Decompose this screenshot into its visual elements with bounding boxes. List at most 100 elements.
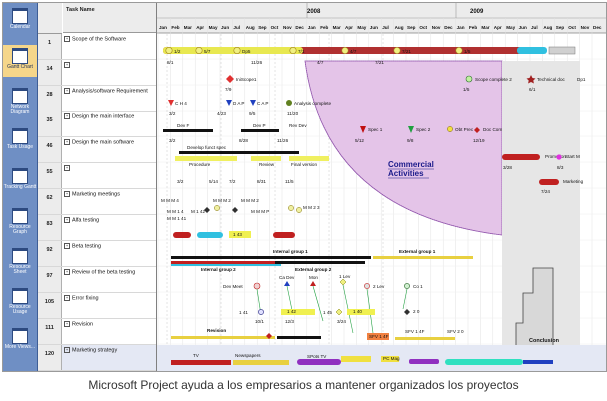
row-id-cell[interactable]: 28: [38, 86, 62, 111]
table-row[interactable]: 83 + Alfa testing: [38, 215, 156, 241]
ms-project-window: Calendar Gantt Chart Network Diagram Task U…: [2, 2, 607, 372]
row-id-cell[interactable]: 97: [38, 267, 62, 292]
table-row[interactable]: 97 + Review of the beta testing: [38, 267, 156, 293]
expand-icon[interactable]: +: [64, 113, 70, 119]
month-label: May: [209, 25, 218, 30]
milestone-label: M M M 2: [241, 198, 259, 203]
expand-icon[interactable]: +: [64, 62, 70, 68]
milestone-label: Analysis complete: [294, 101, 331, 106]
task-label: SFV 1 4F: [405, 329, 425, 334]
date-label: 8/1: [167, 60, 174, 65]
month-label: Sep: [407, 25, 416, 30]
month-label: Jan: [308, 25, 316, 30]
row-id-cell[interactable]: 62: [38, 189, 62, 214]
expand-icon[interactable]: +: [64, 347, 70, 353]
task-name-cell[interactable]: + Revision: [64, 321, 156, 327]
milestone-label: Technical doc: [537, 77, 566, 82]
row-id-cell[interactable]: 55: [38, 163, 62, 188]
task-name-cell[interactable]: + Review of the beta testing: [64, 269, 156, 275]
expand-icon[interactable]: +: [64, 269, 70, 275]
task-label: 1 42: [287, 309, 296, 314]
table-row[interactable]: 35 + Design the main interface: [38, 111, 156, 137]
expand-icon[interactable]: +: [64, 88, 70, 94]
expand-icon[interactable]: +: [64, 243, 70, 249]
task-label: SFV 2 0: [447, 329, 464, 334]
view-network-diagram[interactable]: Network Diagram: [3, 85, 37, 117]
table-row[interactable]: 105 + Error fixing: [38, 293, 156, 319]
task-name-text: Error fixing: [72, 295, 99, 302]
table-row[interactable]: 111 + Revision: [38, 319, 156, 345]
task-name-column-header[interactable]: Task Name: [63, 3, 156, 33]
row-id-cell[interactable]: 120: [38, 345, 62, 370]
conclusion-label: Conclusion: [529, 338, 560, 344]
task-name-cell[interactable]: + Marketing strategy: [64, 347, 156, 353]
table-row[interactable]: 92 + Beta testing: [38, 241, 156, 267]
task-name-cell[interactable]: +: [64, 165, 156, 171]
month-label: Oct: [419, 25, 427, 30]
expand-icon[interactable]: +: [64, 217, 70, 223]
row-id-cell[interactable]: 92: [38, 241, 62, 266]
summary-bar: [548, 46, 576, 55]
expand-icon[interactable]: +: [64, 295, 70, 301]
view-label: More Views...: [4, 344, 36, 350]
table-row[interactable]: 62 + Marketing meetings: [38, 189, 156, 215]
table-row[interactable]: 28 + Analysis/software Requirement: [38, 86, 156, 112]
gantt-chart[interactable]: 2008 2009 Jan Feb Mar Apr May Jun Jul Aug Sep Oct No…: [157, 3, 606, 371]
expand-icon[interactable]: +: [64, 191, 70, 197]
year-label: 2009: [470, 9, 484, 15]
task-name-cell[interactable]: + Design the main interface: [64, 113, 156, 119]
task-name-cell[interactable]: + Scope of the Software: [64, 36, 156, 42]
task-label: External group 1: [399, 249, 436, 254]
task-name-cell[interactable]: + Error fixing: [64, 295, 156, 301]
task-name-cell[interactable]: + Beta testing: [64, 243, 156, 249]
row-id-cell[interactable]: 1: [38, 34, 62, 59]
task-label: Dev P: [253, 123, 266, 128]
task-name-cell[interactable]: + Marketing meetings: [64, 191, 156, 197]
milestone-label: M M 2 3: [303, 205, 320, 210]
view-resource-sheet[interactable]: Resource Sheet: [3, 245, 37, 277]
expand-icon[interactable]: +: [64, 36, 70, 42]
table-row[interactable]: 120 + Marketing strategy: [38, 345, 156, 371]
row-id-cell[interactable]: 111: [38, 319, 62, 344]
date-label: 11/26: [251, 60, 263, 65]
view-resource-usage[interactable]: Resource Usage: [3, 285, 37, 317]
task-name-cell[interactable]: +: [64, 62, 156, 68]
view-calendar[interactable]: Calendar: [3, 5, 37, 37]
milestone-label: 1 45: [323, 310, 332, 315]
expand-icon[interactable]: +: [64, 321, 70, 327]
row-id-cell[interactable]: 83: [38, 215, 62, 240]
expand-icon[interactable]: +: [64, 139, 70, 145]
view-resource-graph[interactable]: Resource Graph: [3, 205, 37, 237]
month-label: Jun: [370, 25, 378, 30]
view-gantt-chart[interactable]: Gantt Chart: [3, 45, 37, 77]
task-label: External group 2: [295, 267, 332, 272]
date-label: 8/31: [257, 179, 266, 184]
milestone-label: IniScope1: [236, 77, 257, 82]
task-name-cell[interactable]: + Analysis/software Requirement: [64, 88, 156, 94]
task-name-cell[interactable]: + Alfa testing: [64, 217, 156, 223]
month-label: Oct: [568, 25, 576, 30]
task-bar: [367, 333, 389, 340]
table-row[interactable]: 55 +: [38, 163, 156, 189]
view-more-views[interactable]: More Views...: [3, 325, 37, 357]
view-tracking-gantt[interactable]: Tracking Gantt: [3, 165, 37, 197]
table-row[interactable]: 14 +: [38, 60, 156, 86]
table-row[interactable]: 1 + Scope of the Software: [38, 34, 156, 60]
milestone-marker: [404, 283, 410, 289]
task-label: SPots TV: [307, 354, 327, 359]
milestone-label: Dp1: [577, 77, 586, 82]
row-id-cell[interactable]: 46: [38, 137, 62, 162]
view-label: Gantt Chart: [7, 64, 33, 70]
id-column-header[interactable]: [38, 3, 62, 34]
row-id-cell[interactable]: 14: [38, 60, 62, 85]
row-id-cell[interactable]: 105: [38, 293, 62, 318]
view-task-usage[interactable]: Task Usage: [3, 125, 37, 157]
star-milestone: [526, 75, 536, 84]
resource-graph-icon: [12, 208, 28, 224]
task-name-cell[interactable]: + Design the main software: [64, 139, 156, 145]
row-id-cell[interactable]: 35: [38, 111, 62, 136]
expand-icon[interactable]: +: [64, 165, 70, 171]
milestone-marker: [455, 46, 463, 54]
table-row[interactable]: 46 + Design the main software: [38, 137, 156, 163]
